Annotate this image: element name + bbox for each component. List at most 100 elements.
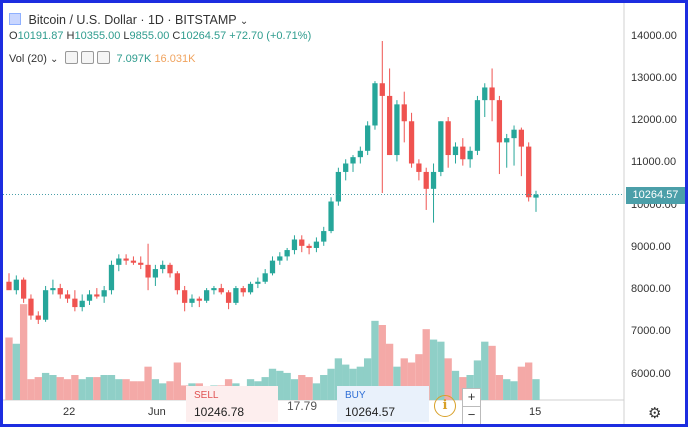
- volume-bar: [437, 341, 445, 400]
- candle: [240, 285, 246, 297]
- candle: [13, 275, 19, 295]
- candle-body: [394, 104, 400, 156]
- gear-icon[interactable]: [81, 51, 95, 64]
- candle-body: [357, 150, 363, 158]
- volume-bar: [393, 366, 401, 400]
- candle-body: [313, 241, 320, 248]
- volume-bar: [320, 375, 328, 400]
- volume-bar: [283, 372, 291, 400]
- volume-bar: [356, 366, 364, 400]
- chevron-down-icon[interactable]: ⌄: [49, 54, 59, 65]
- candle-body: [42, 290, 49, 320]
- candle: [167, 262, 173, 278]
- sell-button[interactable]: SELL 10246.78: [186, 386, 278, 422]
- candle: [138, 256, 144, 270]
- volume-bar: [115, 379, 123, 400]
- volume-bar: [122, 379, 130, 400]
- candle-body: [203, 290, 210, 301]
- volume-bar: [305, 377, 313, 400]
- eye-icon[interactable]: [65, 51, 79, 64]
- low-value: 9855.00: [129, 30, 170, 42]
- candle: [438, 121, 444, 177]
- buy-button[interactable]: BUY 10264.57: [337, 386, 429, 422]
- gear-icon[interactable]: ⚙: [648, 405, 662, 422]
- candle: [35, 311, 41, 324]
- volume-bar: [63, 379, 72, 400]
- candle-body: [526, 146, 532, 198]
- zoom-out-button[interactable]: −: [462, 406, 481, 424]
- eye-icon[interactable]: [9, 13, 21, 25]
- candle: [108, 260, 115, 295]
- candle-body: [533, 194, 539, 198]
- candle-body: [460, 146, 466, 160]
- price-tick-label: 9000.00: [631, 240, 671, 253]
- candle-body: [160, 264, 166, 270]
- chart-window: Bitcoin / U.S. Dollar · 1D · BITSTAMP ⌄ …: [3, 3, 685, 424]
- volume-label[interactable]: Vol (20): [9, 53, 47, 65]
- candle-body: [321, 231, 327, 242]
- candle: [482, 83, 488, 118]
- candle: [526, 142, 532, 202]
- candle-body: [365, 125, 371, 151]
- price-tick-label: 8000.00: [631, 283, 671, 296]
- candle: [452, 142, 459, 164]
- candle: [189, 294, 195, 308]
- candle-body: [291, 239, 298, 251]
- candle: [123, 254, 129, 265]
- volume-bar: [342, 364, 350, 400]
- volume-bar: [481, 341, 489, 400]
- symbol-legend[interactable]: Bitcoin / U.S. Dollar · 1D · BITSTAMP ⌄: [9, 13, 248, 27]
- candle-body: [452, 146, 459, 156]
- candle: [211, 285, 217, 295]
- candle-body: [284, 250, 290, 257]
- candle: [423, 167, 429, 210]
- candle-body: [518, 129, 524, 147]
- chevron-down-icon[interactable]: ⌄: [239, 16, 249, 27]
- volume-bar: [129, 381, 138, 400]
- candle: [262, 269, 268, 284]
- volume-bar: [78, 379, 86, 400]
- volume-bar: [85, 377, 94, 400]
- candle-body: [496, 100, 503, 143]
- volume-bar: [137, 381, 145, 400]
- close-value: 10264.57: [180, 30, 227, 42]
- candle-body: [35, 315, 41, 320]
- volume-bar: [488, 345, 496, 400]
- candle: [504, 133, 510, 168]
- candle: [313, 237, 320, 253]
- candle: [511, 125, 517, 166]
- volume-bar: [56, 377, 64, 400]
- volume-value: 7.097K: [116, 53, 152, 65]
- volume-bar: [49, 375, 57, 400]
- volume-bar: [363, 358, 372, 400]
- symbol-title[interactable]: Bitcoin / U.S. Dollar · 1D · BITSTAMP: [28, 13, 237, 27]
- volume-legend[interactable]: Vol (20) ⌄ 7.097K 16.031K: [9, 51, 195, 65]
- candle-body: [328, 201, 334, 232]
- price-chart[interactable]: [3, 3, 685, 424]
- candle-body: [438, 121, 444, 172]
- candle: [386, 68, 393, 156]
- candle-body: [145, 264, 151, 278]
- volume-bar: [407, 362, 416, 400]
- candle-body: [386, 95, 393, 156]
- volume-bar: [503, 379, 511, 400]
- zoom-in-button[interactable]: +: [462, 388, 481, 407]
- change-value: +72.70 (+0.71%): [229, 30, 312, 42]
- candle: [50, 279, 56, 295]
- time-tick-label: Jun: [148, 406, 166, 418]
- info-icon[interactable]: i: [434, 395, 456, 417]
- candle-body: [57, 288, 63, 295]
- candle: [299, 235, 305, 253]
- candle: [94, 288, 100, 299]
- candle-body: [277, 256, 283, 261]
- sell-label: SELL: [194, 390, 219, 401]
- volume-bar: [349, 368, 357, 400]
- sell-price: 10246.78: [194, 405, 245, 419]
- candle-body: [167, 264, 173, 274]
- candle: [152, 264, 159, 286]
- candle-body: [247, 283, 254, 293]
- candle-body: [108, 264, 115, 291]
- candle: [145, 243, 151, 291]
- volume-bar: [415, 354, 423, 400]
- close-icon[interactable]: [97, 51, 111, 64]
